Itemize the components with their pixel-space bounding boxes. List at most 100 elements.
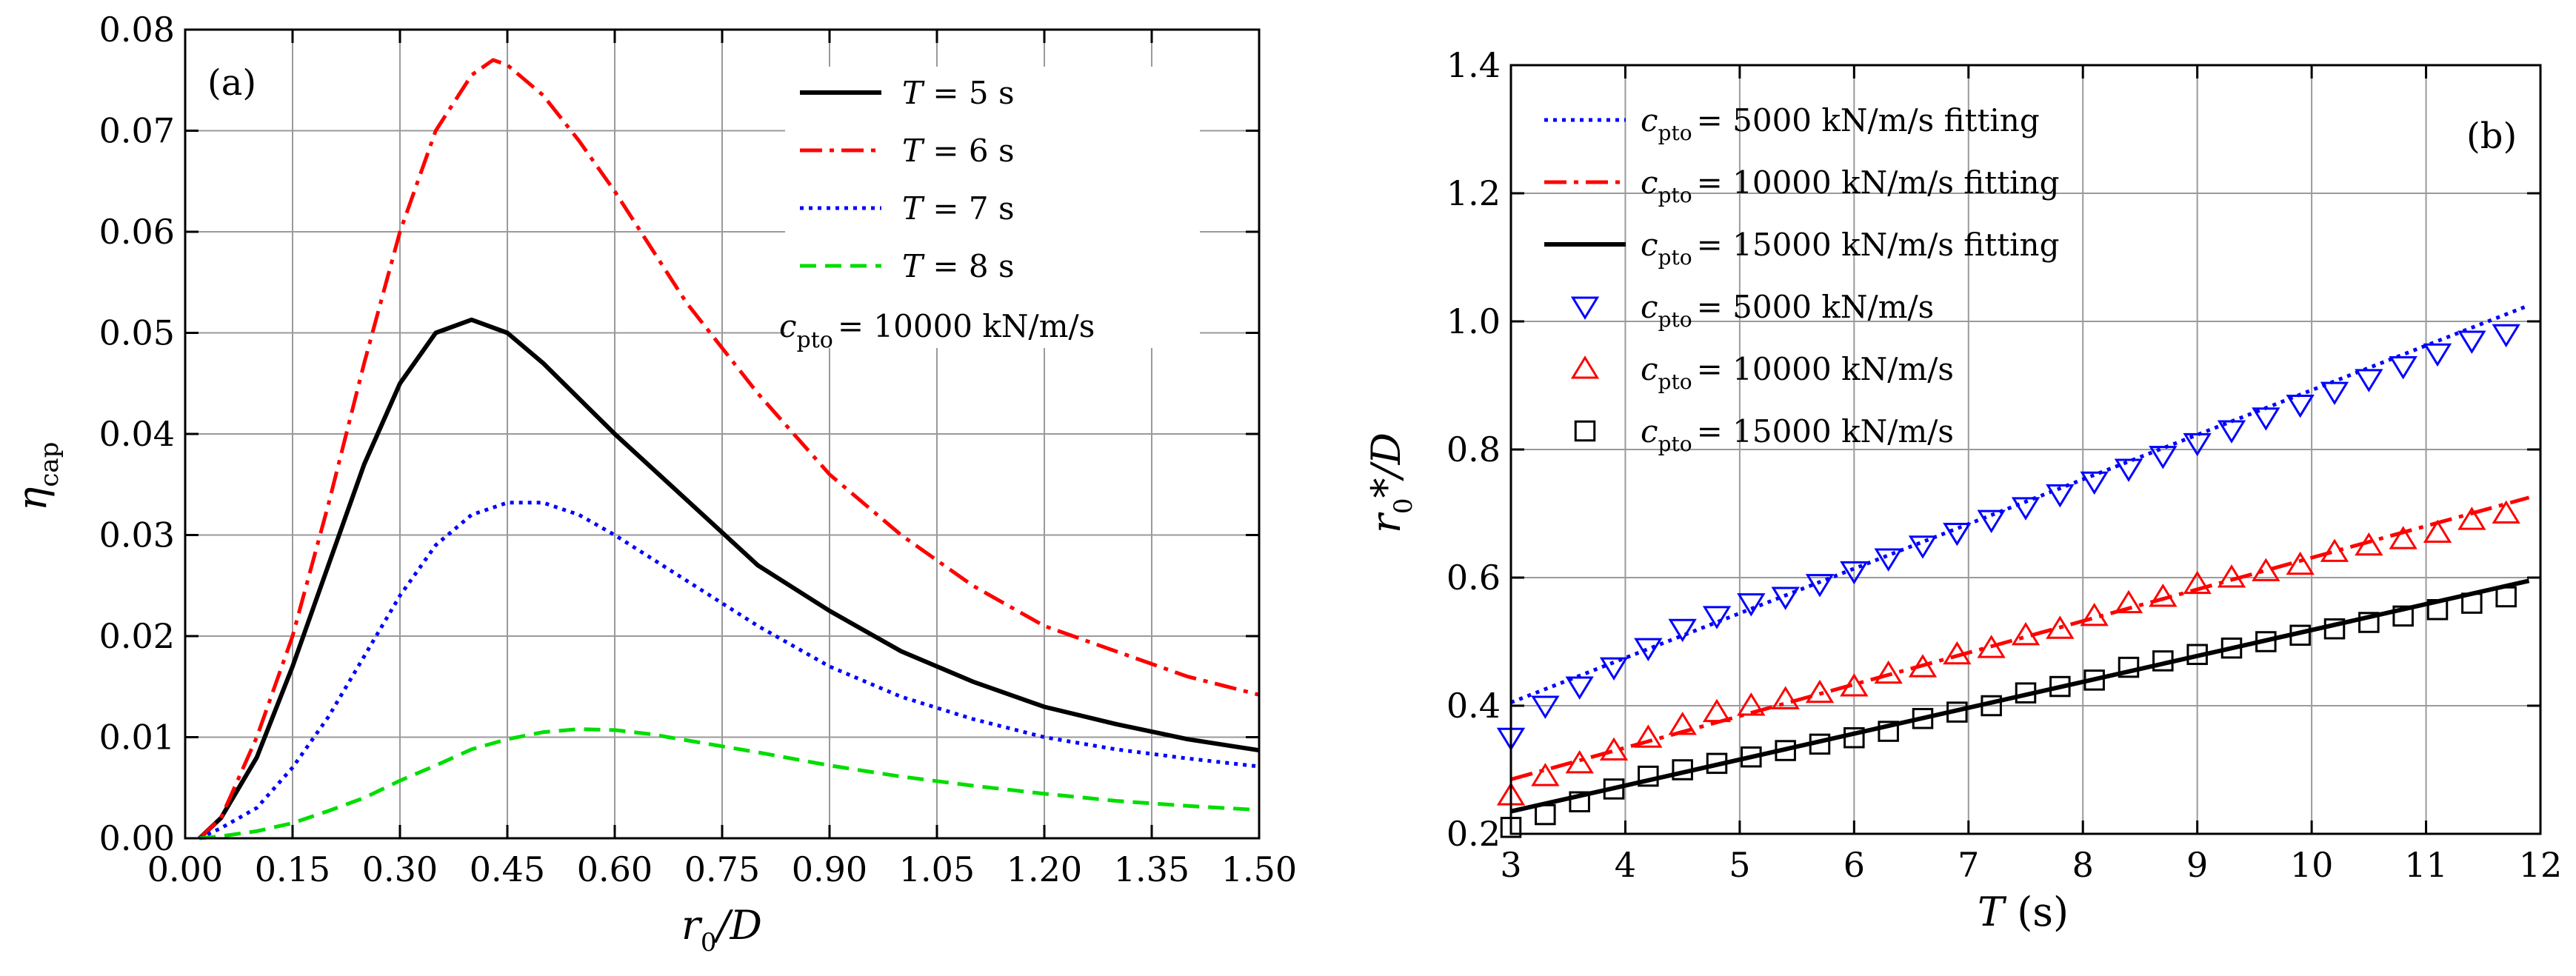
data-point-2	[1943, 641, 1972, 665]
data-point-3	[1981, 695, 2002, 717]
data-point-1	[1908, 535, 1938, 559]
legend-a-label: T = 6 s	[902, 133, 1015, 169]
data-point-2	[2389, 526, 2417, 549]
data-point-3	[2049, 675, 2071, 698]
legend-b-label: cpto = 5000 kN/m/s fitting	[1641, 102, 2040, 145]
chart-a: 0.00 0.15 0.30 0.45 0.60 0.75 0.90 1.05 1.20 1.35…	[9, 10, 1297, 957]
data-point-2	[2355, 532, 2383, 556]
data-point-3	[1706, 752, 1728, 775]
data-point-2	[2149, 584, 2178, 607]
data-point-1	[1565, 676, 1594, 700]
data-point-1	[1977, 509, 2006, 534]
data-point-1	[2080, 471, 2109, 495]
data-point-1	[2320, 381, 2349, 406]
data-point-1	[1805, 574, 1835, 598]
data-point-3	[1638, 765, 1659, 787]
data-point-1	[2252, 407, 2280, 431]
data-point-1	[2389, 356, 2417, 380]
legend-b-label: cpto = 10000 kN/m/s	[1641, 351, 1954, 394]
x-tick-label: 3	[1500, 845, 1521, 885]
data-point-2	[2457, 507, 2486, 530]
data-point-1	[1599, 657, 1629, 681]
data-point-1	[2492, 324, 2520, 348]
data-point-1	[2011, 497, 2041, 521]
data-point-1	[2183, 432, 2212, 457]
x-tick-label: 5	[1729, 845, 1750, 885]
data-point-3	[2495, 586, 2517, 608]
data-point-2	[1874, 660, 1903, 684]
data-point-3	[2255, 631, 2277, 652]
y-tick-label: 1.0	[1447, 301, 1501, 341]
data-point-2	[2423, 519, 2452, 543]
x-tick-label: 0.30	[362, 849, 438, 889]
data-point-2	[1977, 635, 2006, 658]
y-tick-label: 0.8	[1447, 429, 1501, 469]
y-tick-label: 0.05	[99, 313, 175, 353]
data-point-2	[1702, 698, 1732, 723]
series-line-3	[198, 501, 1260, 840]
data-point-2	[2252, 558, 2280, 581]
x-tick-label: 0.60	[577, 849, 653, 889]
legend-a-entries: T = 5 s T = 6 s T = 7 s T = 8 s	[800, 75, 1015, 284]
data-point-3	[2323, 618, 2346, 640]
data-point-3	[2358, 612, 2380, 633]
y-tick-label: 0.04	[99, 414, 175, 454]
chart-b: 3 4 5 6 7 8 9 10 11 12 0.2 0.4 0.6 0.8 1.0 1.2 1.4 (b) c…	[1363, 45, 2562, 935]
data-point-1	[1668, 618, 1697, 643]
y-tick-label: 0.2	[1447, 814, 1501, 854]
y-tick-label: 0.08	[99, 10, 175, 50]
data-point-3	[1741, 746, 1762, 768]
data-point-3	[1569, 791, 1590, 812]
x-tick-label: 6	[1843, 845, 1865, 885]
data-point-2	[2183, 570, 2212, 595]
data-point-1	[2149, 446, 2178, 469]
data-point-3	[1843, 727, 1865, 749]
data-point-3	[2152, 650, 2174, 672]
data-point-2	[1771, 686, 1800, 709]
y-tick-label: 0.02	[99, 616, 175, 656]
y-tick-label: 0.03	[99, 515, 175, 555]
y-tick-label: 1.4	[1447, 45, 1501, 85]
data-point-2	[2492, 500, 2520, 524]
data-point-3	[2220, 637, 2243, 659]
data-point-2	[1840, 673, 1869, 697]
data-point-2	[1668, 712, 1697, 735]
data-point-2	[1737, 692, 1766, 716]
x-tick-label: 8	[2072, 845, 2094, 885]
data-point-3	[2118, 656, 2140, 678]
series-line-4	[199, 727, 1260, 840]
data-point-1	[1840, 561, 1869, 585]
data-point-3	[1603, 778, 1625, 800]
series-line-1	[198, 317, 1260, 840]
x-tick-label: 0.00	[147, 849, 223, 889]
data-point-2	[1565, 749, 1594, 774]
y-tick-label: 1.2	[1447, 173, 1501, 213]
data-point-2	[2217, 564, 2246, 588]
data-point-2	[1908, 654, 1938, 678]
x-tick-label: 12	[2519, 845, 2563, 885]
data-point-2	[1634, 724, 1663, 748]
x-tick-label: 1.35	[1114, 849, 1189, 889]
data-point-1	[2457, 330, 2486, 354]
chart-b-ticks: 3 4 5 6 7 8 9 10 11 12 0.2 0.4 0.6 0.8 1.0 1.2 1.4	[1447, 45, 2562, 885]
data-point-3	[1946, 701, 1968, 723]
chart-b-panel-label: (b)	[2466, 116, 2517, 157]
data-point-2	[2046, 615, 2075, 639]
data-point-3	[2426, 599, 2449, 621]
chart-b-legend: cpto = 5000 kN/m/s fitting cpto = 10000 kN/…	[1544, 102, 2059, 456]
data-point-1	[2423, 343, 2452, 367]
legend-b-label: cpto = 10000 kN/m/s fitting	[1641, 164, 2059, 207]
chart-a-xlabel: r0/D	[681, 902, 762, 957]
data-point-3	[2186, 644, 2208, 666]
y-tick-label: 0.07	[99, 111, 175, 151]
data-point-3	[1672, 759, 1693, 781]
data-point-1	[1737, 593, 1766, 617]
data-point-1	[1874, 548, 1903, 572]
x-tick-label: 1.05	[899, 849, 975, 889]
chart-a-legend: T = 5 s T = 6 s T = 7 s T = 8 s cpto = 10000…	[779, 67, 1200, 353]
series-line-2	[198, 58, 1260, 840]
y-tick-label: 0.01	[99, 718, 175, 758]
legend-b-marker	[1574, 420, 1596, 442]
data-point-3	[1878, 721, 1899, 742]
legend-b-label: cpto = 5000 kN/m/s	[1641, 289, 1934, 332]
